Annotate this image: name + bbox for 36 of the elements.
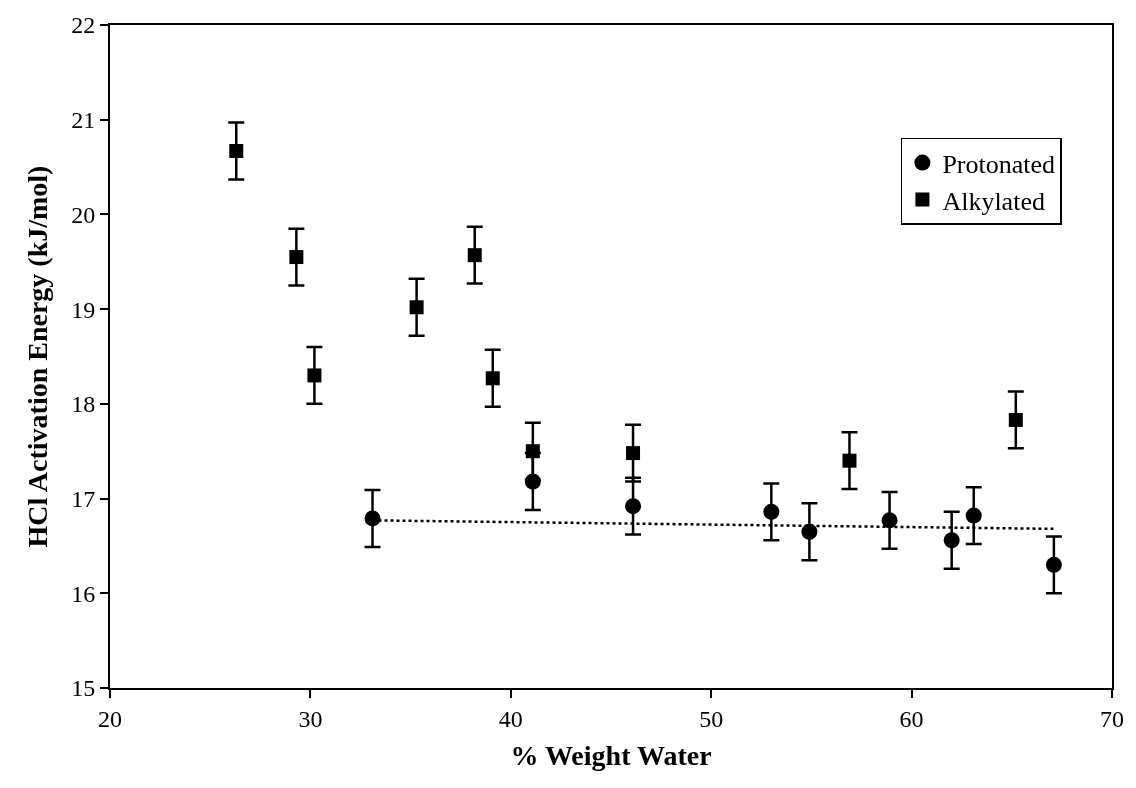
point <box>1045 556 1062 573</box>
point <box>229 143 244 158</box>
point <box>1008 412 1023 427</box>
x-axis-title: % Weight Water <box>510 740 712 772</box>
point <box>307 368 322 383</box>
point <box>881 512 898 529</box>
y-tick-label: 16 <box>71 580 96 607</box>
x-tick-label: 50 <box>699 705 724 732</box>
point <box>626 446 641 461</box>
legend-label: Alkylated <box>942 186 1045 216</box>
point <box>842 453 857 468</box>
y-tick-label: 15 <box>71 675 96 702</box>
y-axis-title: HCl Activation Energy (kJ/mol) <box>22 165 54 548</box>
point <box>943 532 960 549</box>
point <box>364 510 381 527</box>
y-tick-label: 22 <box>71 12 96 39</box>
x-tick-label: 20 <box>98 705 122 732</box>
y-tick-label: 20 <box>71 201 96 228</box>
y-tick-label: 21 <box>71 107 96 134</box>
point <box>763 503 780 520</box>
y-tick-label: 18 <box>71 391 96 418</box>
y-tick-label: 17 <box>71 485 96 512</box>
point <box>625 498 642 515</box>
point <box>467 248 482 263</box>
x-tick-label: 40 <box>498 705 523 732</box>
x-tick-label: 60 <box>899 705 924 732</box>
point <box>289 250 304 265</box>
legend-label: Protonated <box>942 149 1056 179</box>
y-tick-label: 19 <box>71 296 96 323</box>
point <box>409 300 424 315</box>
point <box>485 371 500 386</box>
point <box>801 523 818 540</box>
x-tick-label: 30 <box>298 705 323 732</box>
x-tick-label: 70 <box>1100 705 1124 732</box>
point <box>965 507 982 524</box>
point <box>525 444 540 459</box>
